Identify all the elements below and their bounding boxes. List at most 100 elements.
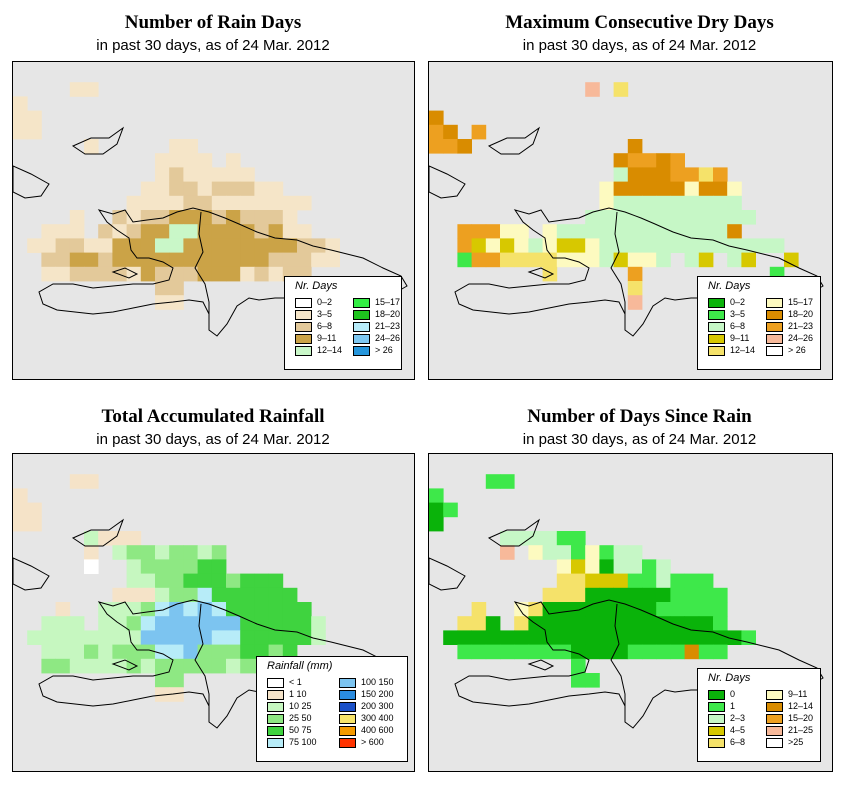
- map-grid: [13, 474, 408, 729]
- grid-cell: [297, 195, 312, 211]
- legend-swatch: [708, 298, 725, 308]
- grid-cell: [670, 602, 685, 617]
- grid-cell: [268, 224, 284, 239]
- grid-cell: [69, 252, 85, 268]
- grid-cell: [556, 616, 572, 631]
- grid-cell: [197, 224, 213, 239]
- grid-cell: [268, 266, 284, 282]
- coastline-outline: [13, 165, 50, 199]
- grid-cell: [254, 195, 269, 211]
- grid-cell: [684, 630, 700, 645]
- coastline-outline: [13, 557, 50, 591]
- legend-label: 150 200: [361, 689, 394, 699]
- grid-cell: [627, 281, 643, 296]
- grid-cell: [197, 545, 213, 560]
- legend-label: 100 150: [361, 677, 394, 687]
- grid-cell: [585, 559, 600, 574]
- grid-cell: [698, 630, 714, 645]
- grid-cell: [500, 224, 515, 239]
- grid-cell: [140, 210, 156, 225]
- grid-cell: [528, 545, 543, 560]
- legend-swatch: [295, 310, 312, 320]
- grid-cell: [84, 238, 99, 253]
- grid-cell: [126, 602, 142, 617]
- grid-cell: [254, 587, 269, 603]
- grid-cell: [599, 616, 614, 631]
- grid-cell: [571, 673, 586, 688]
- legend-swatch: [708, 322, 725, 332]
- grid-cell: [254, 181, 269, 197]
- legend-label: > 26: [375, 345, 393, 355]
- grid-cell: [169, 153, 184, 168]
- grid-cell: [571, 587, 586, 603]
- grid-cell: [268, 630, 284, 645]
- grid-cell: [556, 573, 572, 589]
- map-grid: [429, 474, 824, 729]
- grid-cell: [429, 502, 444, 518]
- grid-cell: [155, 195, 170, 211]
- grid-cell: [197, 644, 213, 660]
- grid-cell: [55, 644, 71, 660]
- panel-subtitle: in past 30 days, as of 24 Mar. 2012: [522, 431, 757, 448]
- coastline-outline: [429, 557, 466, 591]
- grid-cell: [240, 224, 255, 239]
- grid-cell: [226, 658, 241, 674]
- grid-cell: [485, 644, 501, 660]
- grid-cell: [627, 266, 643, 282]
- grid-cell: [670, 630, 685, 645]
- grid-cell: [140, 195, 156, 211]
- grid-cell: [55, 658, 71, 674]
- grid-cell: [155, 210, 170, 225]
- grid-cell: [514, 616, 529, 631]
- grid-cell: [599, 181, 614, 197]
- grid-cell: [55, 252, 71, 268]
- grid-cell: [211, 602, 227, 617]
- grid-cell: [698, 195, 714, 211]
- grid-cell: [41, 238, 56, 253]
- grid-cell: [211, 167, 227, 182]
- grid-cell: [155, 266, 170, 282]
- grid-cell: [197, 252, 213, 268]
- grid-cell: [571, 573, 586, 589]
- grid-cell: [169, 673, 184, 688]
- rainfall-panel: Total Accumulated Rainfall in past 30 da…: [0, 392, 426, 792]
- legend-label: 3–5: [317, 309, 333, 319]
- legend-swatch: [353, 334, 370, 344]
- grid-cell: [169, 252, 184, 268]
- grid-cell: [599, 195, 614, 211]
- legend-swatch: [708, 334, 725, 344]
- grid-cell: [169, 139, 184, 154]
- coastline-outline: [487, 518, 541, 547]
- grid-cell: [670, 644, 685, 660]
- grid-cell: [126, 587, 142, 603]
- grid-cell: [240, 266, 255, 282]
- grid-cell: [169, 630, 184, 645]
- grid-cell: [642, 210, 657, 225]
- grid-cell: [27, 630, 42, 645]
- grid-cell: [713, 181, 728, 197]
- legend-swatch: [267, 702, 284, 712]
- grid-cell: [769, 238, 785, 253]
- grid-cell: [112, 644, 127, 660]
- grid-cell: [268, 195, 284, 211]
- grid-cell: [211, 559, 227, 574]
- grid-cell: [556, 630, 572, 645]
- grid-cell: [69, 474, 85, 489]
- grid-cell: [656, 252, 671, 268]
- grid-cell: [599, 644, 614, 660]
- grid-cell: [684, 210, 700, 225]
- grid-cell: [585, 644, 600, 660]
- map-grid: [429, 82, 824, 337]
- grid-cell: [613, 181, 629, 197]
- grid-cell: [571, 224, 586, 239]
- grid-cell: [211, 658, 227, 674]
- grid-cell: [226, 210, 241, 225]
- grid-cell: [528, 644, 543, 660]
- grid-cell: [627, 644, 643, 660]
- grid-cell: [240, 658, 255, 674]
- grid-cell: [183, 616, 198, 631]
- legend-label: 0–2: [317, 297, 333, 307]
- legend-label: 9–11: [788, 689, 808, 699]
- grid-cell: [571, 559, 586, 574]
- grid-cell: [69, 224, 85, 239]
